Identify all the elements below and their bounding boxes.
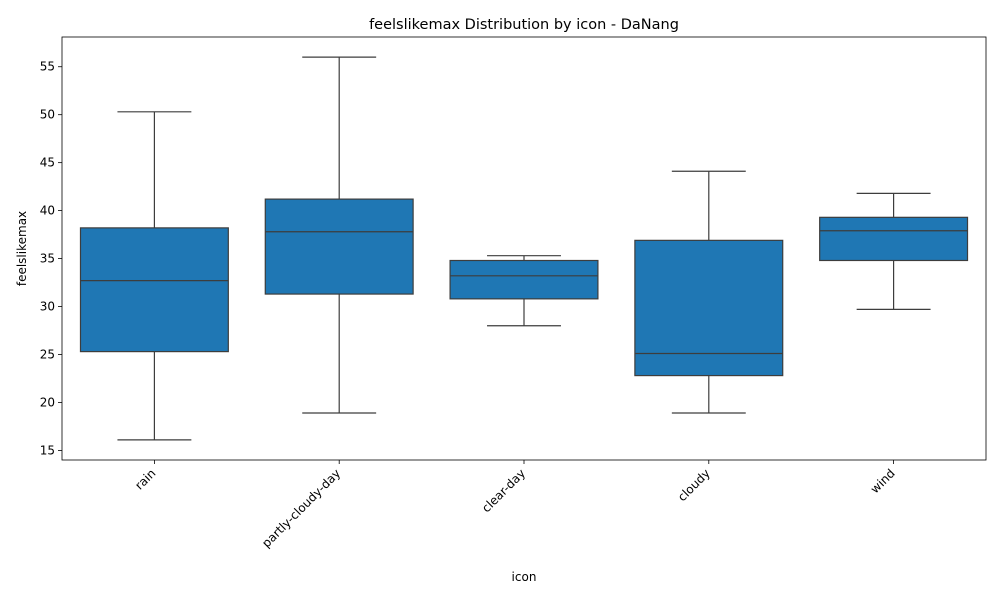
box-partly-cloudy-day [264, 56, 414, 414]
y-tick-label: 25 [40, 347, 55, 361]
boxes-group [79, 56, 969, 441]
x-tick-label: rain [132, 466, 158, 492]
x-tick-label: clear-day [479, 466, 528, 515]
x-axis: rain partly-cloudy-day clear-day cloudy wind [132, 460, 898, 550]
box-wind [819, 192, 969, 311]
y-tick-label: 45 [40, 156, 55, 170]
x-axis-label: icon [512, 570, 537, 584]
y-tick-label: 20 [40, 395, 55, 409]
iqr-box [634, 239, 784, 377]
y-axis: 15 20 25 30 35 40 45 50 55 [40, 60, 62, 457]
chart-title: feelslikemax Distribution by icon - DaNa… [369, 17, 679, 33]
iqr-box [449, 259, 599, 300]
iqr-box [819, 216, 969, 262]
y-tick-label: 35 [40, 252, 55, 266]
y-tick-label: 15 [40, 443, 55, 457]
box-cloudy [634, 170, 784, 414]
box-rain [79, 111, 229, 441]
x-tick-label: partly-cloudy-day [259, 466, 343, 550]
y-tick-label: 50 [40, 108, 55, 122]
y-tick-label: 30 [40, 300, 55, 314]
iqr-box [79, 227, 229, 353]
y-tick-label: 40 [40, 204, 55, 218]
x-tick-label: wind [868, 466, 898, 496]
y-tick-label: 55 [40, 60, 55, 74]
y-axis-label: feelslikemax [15, 211, 29, 286]
iqr-box [264, 198, 414, 295]
x-tick-label: cloudy [675, 466, 713, 504]
box-clear-day [449, 255, 599, 327]
